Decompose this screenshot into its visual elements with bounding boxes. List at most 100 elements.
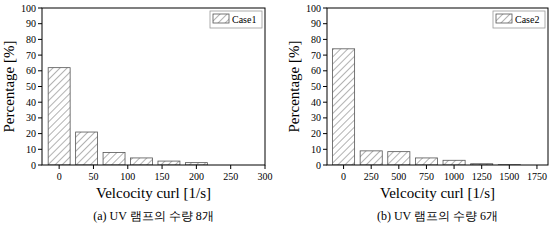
y-tick bbox=[38, 102, 42, 103]
bar bbox=[388, 152, 410, 165]
y-tick-label: 0 bbox=[31, 160, 36, 171]
y-tick bbox=[38, 23, 42, 24]
y-tick-label: 90 bbox=[26, 18, 36, 29]
x-tick-label: 1250 bbox=[472, 171, 492, 182]
y-tick-label: 50 bbox=[26, 81, 36, 92]
x-axis-label: Velcocity curl [1/s] bbox=[380, 185, 495, 201]
x-tick bbox=[371, 165, 372, 169]
legend-swatch bbox=[213, 14, 229, 23]
y-tick bbox=[323, 39, 327, 40]
x-tick-label: 1500 bbox=[499, 171, 519, 182]
y-tick-label: 10 bbox=[26, 144, 36, 155]
x-tick bbox=[93, 165, 94, 169]
x-tick bbox=[343, 165, 344, 169]
y-tick bbox=[323, 165, 327, 166]
x-tick-label: 0 bbox=[57, 171, 62, 182]
y-tick bbox=[38, 133, 42, 134]
x-tick bbox=[454, 165, 455, 169]
bar bbox=[103, 152, 125, 165]
x-tick-label: 0 bbox=[341, 171, 346, 182]
x-tick-label: 1750 bbox=[527, 171, 547, 182]
x-axis-label: Velcocity curl [1/s] bbox=[96, 185, 211, 201]
y-tick bbox=[38, 55, 42, 56]
y-tick bbox=[323, 149, 327, 150]
legend: Case2 bbox=[493, 11, 545, 28]
y-tick bbox=[323, 133, 327, 134]
y-tick-label: 70 bbox=[311, 50, 321, 61]
y-tick bbox=[323, 23, 327, 24]
plot-frame bbox=[327, 8, 548, 165]
chart: 0 10 20 30 40 50 60 70 80 90 100 0 50 100 150 200 250 300… bbox=[1, 3, 273, 224]
x-tick bbox=[481, 165, 482, 169]
x-tick bbox=[509, 165, 510, 169]
x-tick-label: 250 bbox=[223, 171, 238, 182]
y-tick bbox=[38, 86, 42, 87]
bar bbox=[360, 151, 382, 165]
bar bbox=[48, 68, 70, 165]
x-tick bbox=[398, 165, 399, 169]
x-tick bbox=[230, 165, 231, 169]
y-tick-label: 40 bbox=[311, 97, 321, 108]
y-tick bbox=[323, 70, 327, 71]
y-tick bbox=[323, 117, 327, 118]
y-axis-label: Percentage [%] bbox=[1, 40, 17, 132]
bar bbox=[158, 161, 180, 165]
y-tick bbox=[38, 149, 42, 150]
figure: 0102030405060708090100050100150200250300… bbox=[0, 0, 553, 228]
bars bbox=[48, 68, 207, 165]
y-tick-label: 30 bbox=[311, 112, 321, 123]
y-tick bbox=[38, 117, 42, 118]
y-axis-label: Percentage [%] bbox=[286, 40, 302, 132]
y-tick-label: 30 bbox=[26, 112, 36, 123]
x-tick-label: 200 bbox=[189, 171, 204, 182]
plot-frame bbox=[42, 8, 265, 165]
legend-label: Case1 bbox=[232, 14, 256, 25]
y-tick-label: 20 bbox=[26, 128, 36, 139]
bar bbox=[333, 49, 355, 165]
x-tick bbox=[426, 165, 427, 169]
x-tick-label: 50 bbox=[88, 171, 98, 182]
y-tick-label: 0 bbox=[316, 160, 321, 171]
y-tick-label: 100 bbox=[21, 3, 36, 14]
x-tick-label: 750 bbox=[419, 171, 434, 182]
y-tick bbox=[323, 86, 327, 87]
x-tick bbox=[127, 165, 128, 169]
y-tick-label: 70 bbox=[26, 50, 36, 61]
caption: (b) UV 램프의 수량 6개 bbox=[377, 209, 498, 223]
bars bbox=[333, 49, 521, 165]
x-tick-label: 300 bbox=[258, 171, 273, 182]
chart: 0102030405060708090100025050075010001250… bbox=[286, 3, 548, 224]
y-tick bbox=[38, 8, 42, 9]
x-tick-label: 150 bbox=[155, 171, 170, 182]
y-tick-label: 100 bbox=[306, 3, 321, 14]
legend-swatch bbox=[496, 14, 512, 23]
x-tick bbox=[196, 165, 197, 169]
x-tick-label: 100 bbox=[120, 171, 135, 182]
y-tick-label: 50 bbox=[311, 81, 321, 92]
x-tick-label: 500 bbox=[391, 171, 406, 182]
caption: (a) UV 램프의 수량 8개 bbox=[93, 209, 213, 223]
x-tick-label: 250 bbox=[364, 171, 379, 182]
x-tick-label: 1000 bbox=[444, 171, 464, 182]
legend-box bbox=[210, 11, 262, 28]
y-tick-label: 80 bbox=[311, 34, 321, 45]
x-tick bbox=[59, 165, 60, 169]
y-tick bbox=[38, 165, 42, 166]
y-tick-label: 80 bbox=[26, 34, 36, 45]
y-tick-label: 90 bbox=[311, 18, 321, 29]
x-tick bbox=[162, 165, 163, 169]
y-tick-label: 10 bbox=[311, 144, 321, 155]
y-tick bbox=[323, 8, 327, 9]
y-tick bbox=[38, 70, 42, 71]
y-tick-label: 20 bbox=[311, 128, 321, 139]
bar bbox=[131, 158, 153, 165]
y-tick-label: 60 bbox=[26, 65, 36, 76]
y-tick-label: 60 bbox=[311, 65, 321, 76]
legend-label: Case2 bbox=[515, 14, 539, 25]
y-tick-label: 40 bbox=[26, 97, 36, 108]
y-tick bbox=[38, 39, 42, 40]
x-tick bbox=[265, 165, 266, 169]
bar bbox=[415, 158, 437, 165]
legend: Case1 bbox=[210, 11, 262, 28]
x-tick bbox=[536, 165, 537, 169]
